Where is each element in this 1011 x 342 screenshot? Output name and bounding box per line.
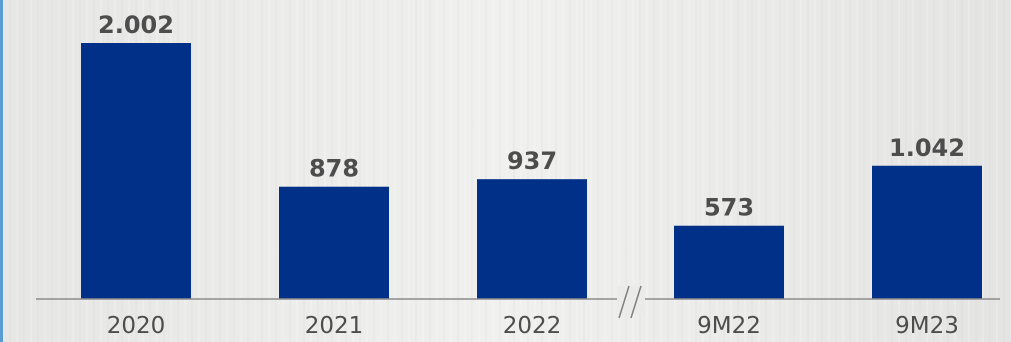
bar-2022 [477, 179, 587, 299]
x-tick-label-2022: 2022 [503, 313, 562, 339]
bar-2020 [81, 43, 191, 299]
bar-9m22 [674, 225, 784, 299]
bar-9m23 [872, 165, 982, 299]
x-tick-label-9m22: 9M22 [697, 313, 761, 339]
x-tick-label-2021: 2021 [305, 313, 364, 339]
bar-2021 [279, 186, 389, 299]
left-edge-strip [0, 0, 3, 342]
value-label-2020: 2.002 [98, 11, 174, 39]
x-tick-label-9m23: 9M23 [895, 313, 959, 339]
value-label-2021: 878 [309, 155, 359, 183]
axis-break-marker [617, 285, 645, 319]
value-label-9m22: 573 [704, 194, 754, 222]
value-label-2022: 937 [507, 147, 557, 175]
x-tick-label-2020: 2020 [107, 313, 166, 339]
value-label-9m23: 1.042 [889, 134, 965, 162]
